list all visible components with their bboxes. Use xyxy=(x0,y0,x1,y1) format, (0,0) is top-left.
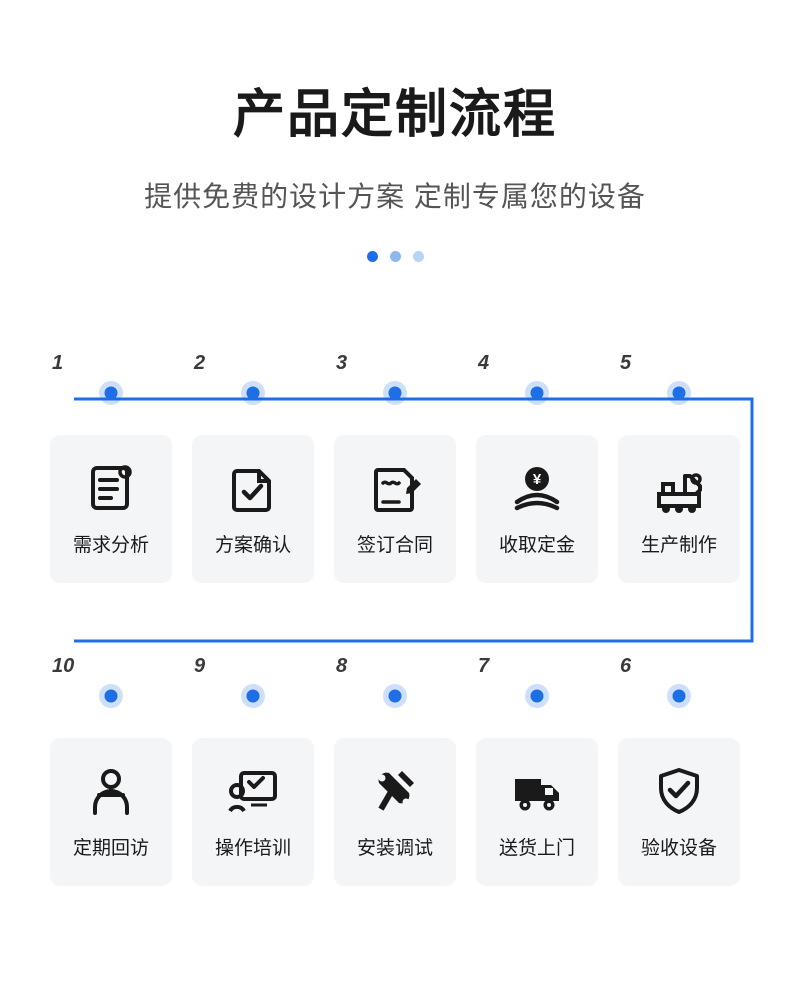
step-node: 10 xyxy=(50,655,172,708)
training-icon xyxy=(227,765,279,817)
step-label: 操作培训 xyxy=(215,833,291,860)
step-label: 送货上门 xyxy=(499,833,575,860)
step-card: 收取定金 xyxy=(476,435,598,583)
step-nodes-bottom: 10 9 8 7 6 xyxy=(50,655,740,708)
step-number: 10 xyxy=(52,655,74,678)
step-number: 1 xyxy=(52,352,63,375)
step-node: 2 xyxy=(192,352,314,405)
step-number: 3 xyxy=(336,352,347,375)
step-label: 验收设备 xyxy=(641,833,717,860)
node-dot xyxy=(525,381,549,405)
node-dot xyxy=(99,684,123,708)
process-infographic: 产品定制流程 提供免费的设计方案 定制专属您的设备 1 2 3 4 5 需求分析 方案确认… xyxy=(0,72,790,886)
sign-icon xyxy=(369,462,421,514)
step-node: 6 xyxy=(618,655,740,708)
step-number: 4 xyxy=(478,352,489,375)
coin-icon xyxy=(511,462,563,514)
step-card: 验收设备 xyxy=(618,738,740,886)
step-card: 送货上门 xyxy=(476,738,598,886)
node-dot xyxy=(667,684,691,708)
step-label: 生产制作 xyxy=(641,530,717,557)
tools-icon xyxy=(369,765,421,817)
step-label: 安装调试 xyxy=(357,833,433,860)
doc-list-icon xyxy=(85,462,137,514)
step-number: 8 xyxy=(336,655,347,678)
main-title: 产品定制流程 xyxy=(0,72,790,147)
factory-icon xyxy=(653,462,705,514)
step-card: 方案确认 xyxy=(192,435,314,583)
step-label: 方案确认 xyxy=(215,530,291,557)
step-card: 操作培训 xyxy=(192,738,314,886)
node-dot xyxy=(383,381,407,405)
dot-2 xyxy=(390,251,401,262)
step-label: 需求分析 xyxy=(73,530,149,557)
step-node: 5 xyxy=(618,352,740,405)
dot-3 xyxy=(413,251,424,262)
flow-area: 1 2 3 4 5 需求分析 方案确认 签订合同 收取定金 生产制作 10 9 8 7 6 定期回访 操作… xyxy=(0,352,790,886)
step-number: 5 xyxy=(620,352,631,375)
step-number: 2 xyxy=(194,352,205,375)
step-card: 签订合同 xyxy=(334,435,456,583)
node-dot xyxy=(99,381,123,405)
subtitle: 提供免费的设计方案 定制专属您的设备 xyxy=(0,175,790,215)
step-label: 定期回访 xyxy=(73,833,149,860)
node-dot xyxy=(383,684,407,708)
node-dot xyxy=(241,684,265,708)
person-icon xyxy=(85,765,137,817)
step-node: 8 xyxy=(334,655,456,708)
step-cards-bottom: 定期回访 操作培训 安装调试 送货上门 验收设备 xyxy=(50,738,740,886)
step-number: 6 xyxy=(620,655,631,678)
node-dot xyxy=(241,381,265,405)
dot-1 xyxy=(367,251,378,262)
shield-icon xyxy=(653,765,705,817)
step-node: 7 xyxy=(476,655,598,708)
step-number: 7 xyxy=(478,655,489,678)
decorative-dots xyxy=(0,251,790,262)
step-node: 4 xyxy=(476,352,598,405)
truck-icon xyxy=(511,765,563,817)
step-label: 签订合同 xyxy=(357,530,433,557)
step-card: 安装调试 xyxy=(334,738,456,886)
doc-check-icon xyxy=(227,462,279,514)
step-card: 生产制作 xyxy=(618,435,740,583)
step-node: 9 xyxy=(192,655,314,708)
step-node: 3 xyxy=(334,352,456,405)
step-card: 定期回访 xyxy=(50,738,172,886)
step-cards-top: 需求分析 方案确认 签订合同 收取定金 生产制作 xyxy=(50,435,740,583)
step-card: 需求分析 xyxy=(50,435,172,583)
step-label: 收取定金 xyxy=(499,530,575,557)
node-dot xyxy=(525,684,549,708)
step-node: 1 xyxy=(50,352,172,405)
step-number: 9 xyxy=(194,655,205,678)
step-nodes-top: 1 2 3 4 5 xyxy=(50,352,740,405)
node-dot xyxy=(667,381,691,405)
